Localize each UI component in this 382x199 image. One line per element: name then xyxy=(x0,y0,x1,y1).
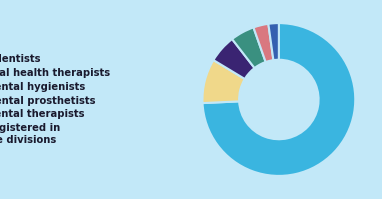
Legend: 74.4% dentists, 9.4% oral health therapists, 5.9% dental hygienists, 5.1% dental: 74.4% dentists, 9.4% oral health therapi… xyxy=(0,54,110,145)
Wedge shape xyxy=(202,60,245,103)
Wedge shape xyxy=(254,24,274,62)
Wedge shape xyxy=(268,23,279,60)
Wedge shape xyxy=(202,23,355,176)
Wedge shape xyxy=(232,27,265,68)
Wedge shape xyxy=(214,39,254,79)
